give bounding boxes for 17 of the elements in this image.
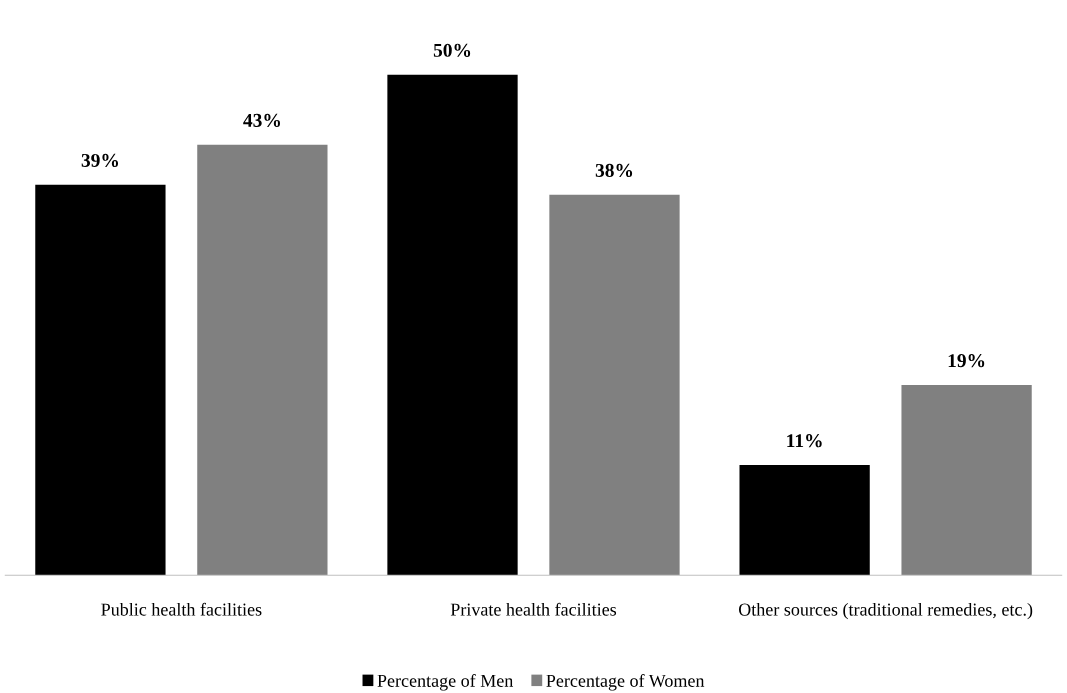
x-tick-label: Public health facilities	[101, 602, 262, 616]
data-label: 43%	[243, 113, 280, 127]
legend-label: Percentage of Men	[377, 674, 514, 691]
bar	[901, 385, 1032, 576]
x-tick-label: Private health facilities	[450, 602, 617, 616]
bar	[197, 144, 328, 576]
bar	[35, 184, 166, 576]
data-label: 39%	[81, 153, 119, 168]
bar	[739, 465, 870, 576]
bar	[549, 194, 680, 576]
data-label: 50%	[433, 43, 471, 57]
legend-label: Percentage of Women	[546, 674, 705, 691]
data-label: 19%	[948, 354, 985, 368]
data-label: 11%	[787, 434, 822, 448]
x-tick-label: Other sources (traditional remedies, etc.)	[738, 602, 1033, 620]
bar	[387, 74, 518, 576]
data-label: 38%	[595, 163, 633, 178]
